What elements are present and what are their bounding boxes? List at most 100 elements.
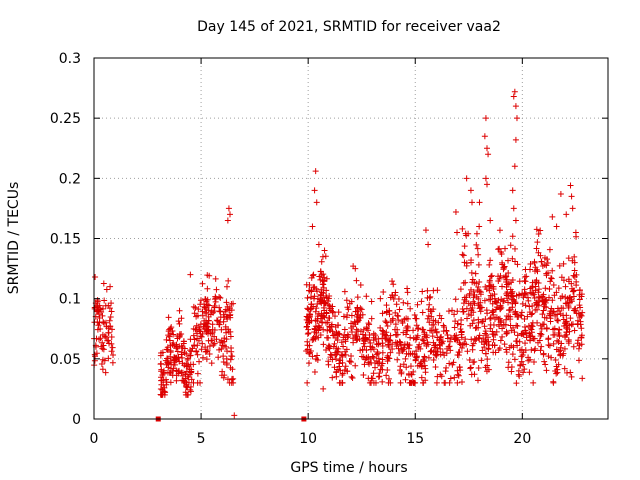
- data-point: [556, 333, 563, 340]
- data-point: [318, 310, 325, 317]
- data-point: [566, 278, 573, 285]
- data-point: [157, 352, 164, 359]
- data-point: [353, 313, 360, 320]
- data-point: [436, 312, 443, 319]
- data-point: [501, 263, 508, 270]
- data-point: [562, 283, 569, 290]
- data-point: [173, 343, 180, 350]
- data-point: [569, 205, 576, 212]
- data-point: [534, 239, 541, 246]
- data-point: [487, 314, 494, 321]
- data-point: [304, 305, 311, 312]
- data-point: [400, 361, 407, 368]
- data-point: [441, 323, 448, 330]
- data-point: [513, 115, 520, 122]
- data-point: [190, 332, 197, 339]
- data-point: [174, 348, 181, 355]
- data-point: [379, 378, 386, 385]
- data-point: [194, 370, 201, 377]
- data-point: [406, 372, 413, 379]
- data-point: [530, 291, 537, 298]
- data-point: [323, 287, 330, 294]
- data-point: [157, 374, 164, 381]
- data-point: [326, 345, 333, 352]
- data-point: [224, 376, 231, 383]
- data-point: [201, 303, 208, 310]
- data-point: [454, 371, 461, 378]
- data-point: [375, 355, 382, 362]
- data-point: [500, 264, 507, 271]
- data-point: [318, 286, 325, 293]
- data-point: [348, 328, 355, 335]
- data-point: [399, 318, 406, 325]
- data-point: [464, 348, 471, 355]
- data-point: [509, 304, 516, 311]
- data-point: [379, 349, 386, 356]
- data-point: [109, 359, 116, 366]
- data-point: [468, 286, 475, 293]
- data-point: [184, 391, 191, 398]
- data-point: [457, 326, 464, 333]
- data-point: [379, 360, 386, 367]
- data-point: [167, 353, 174, 360]
- data-point: [221, 314, 228, 321]
- data-point: [490, 336, 497, 343]
- data-point: [198, 333, 205, 340]
- data-point: [510, 205, 517, 212]
- data-point: [537, 227, 544, 234]
- data-point: [509, 233, 516, 240]
- data-point: [334, 366, 341, 373]
- data-point: [414, 362, 421, 369]
- data-point: [422, 227, 429, 234]
- data-point: [468, 336, 475, 343]
- data-point: [321, 247, 328, 254]
- data-point: [212, 298, 219, 305]
- data-point: [506, 344, 513, 351]
- data-point: [476, 223, 483, 230]
- data-point: [304, 379, 311, 386]
- data-point: [380, 288, 387, 295]
- data-point: [386, 307, 393, 314]
- data-point: [462, 336, 469, 343]
- data-point: [317, 268, 324, 275]
- axis-ticks: [93, 57, 608, 420]
- data-point: [530, 379, 537, 386]
- data-point: [570, 293, 577, 300]
- data-point: [430, 356, 437, 363]
- data-point: [106, 317, 113, 324]
- data-point: [354, 294, 361, 301]
- data-point: [333, 355, 340, 362]
- data-point: [503, 328, 510, 335]
- data-point: [503, 290, 510, 297]
- data-point: [216, 304, 223, 311]
- data-point: [357, 328, 364, 335]
- y-tick-label: 0: [72, 412, 81, 428]
- data-point: [370, 379, 377, 386]
- data-point: [383, 302, 390, 309]
- data-point: [564, 326, 571, 333]
- data-point: [374, 350, 381, 357]
- data-point: [511, 88, 518, 95]
- data-point: [187, 383, 194, 390]
- data-point: [405, 345, 412, 352]
- data-point: [522, 290, 529, 297]
- data-point: [421, 331, 428, 338]
- data-point: [99, 366, 106, 373]
- data-point: [176, 307, 183, 314]
- data-point: [99, 356, 106, 363]
- data-point: [309, 336, 316, 343]
- data-point: [442, 368, 449, 375]
- data-point: [571, 287, 578, 294]
- data-point: [554, 317, 561, 324]
- data-point: [229, 353, 236, 360]
- data-point: [475, 364, 482, 371]
- data-point: [161, 388, 168, 395]
- data-point: [427, 348, 434, 355]
- data-point: [473, 293, 480, 300]
- data-point: [311, 326, 318, 333]
- data-point: [456, 364, 463, 371]
- data-point: [334, 348, 341, 355]
- data-point: [179, 377, 186, 384]
- data-point: [485, 151, 492, 158]
- data-point: [101, 297, 108, 304]
